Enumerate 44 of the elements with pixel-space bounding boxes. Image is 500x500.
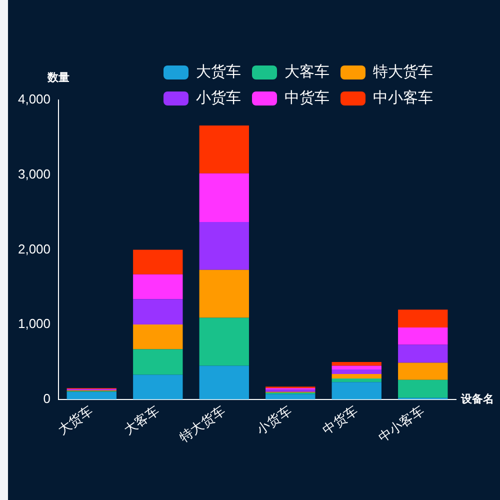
bar (332, 362, 382, 366)
legend-label: 中货车 (284, 90, 330, 107)
bar (332, 374, 382, 378)
x-axis-title: 设备名 (460, 392, 494, 406)
x-tick-label: 大货车 (54, 402, 96, 438)
bar (133, 299, 183, 325)
bar (332, 369, 382, 374)
legend-label: 中小客车 (373, 90, 433, 107)
bar (398, 344, 448, 363)
bar (398, 310, 448, 328)
x-tick-label: 中货车 (320, 402, 360, 438)
bar (398, 328, 448, 345)
y-axis-title: 数量 (46, 71, 70, 84)
bar (199, 366, 249, 400)
x-tick-label: 小货车 (254, 402, 294, 438)
bar (133, 250, 183, 274)
legend-label: 大货车 (196, 64, 241, 81)
bar (133, 324, 183, 350)
bar (398, 380, 448, 398)
x-tick-label: 大客车 (121, 402, 162, 438)
legend-label: 小货车 (196, 90, 241, 107)
y-tick-label: 4,000 (18, 92, 51, 107)
bar (199, 222, 249, 270)
x-tick-label: 特大货车 (176, 402, 228, 445)
bar (199, 125, 249, 174)
bar (332, 378, 382, 382)
bar (133, 374, 183, 400)
bar (133, 274, 183, 300)
bar (66, 392, 116, 400)
legend-label: 特大货车 (373, 64, 433, 81)
bar (133, 349, 183, 375)
bar (199, 270, 249, 318)
bar (199, 173, 249, 222)
y-tick-label: 3,000 (18, 166, 51, 182)
x-tick-label: 中小客车 (375, 402, 427, 445)
legend-label: 大客车 (284, 64, 330, 81)
bar (199, 318, 249, 366)
bar (398, 362, 448, 380)
y-tick-label: 0 (43, 390, 51, 406)
bar (332, 382, 382, 400)
y-tick-label: 2,000 (18, 241, 51, 256)
bar (332, 366, 382, 370)
bar (266, 394, 316, 400)
y-tick-label: 1,000 (18, 316, 51, 332)
